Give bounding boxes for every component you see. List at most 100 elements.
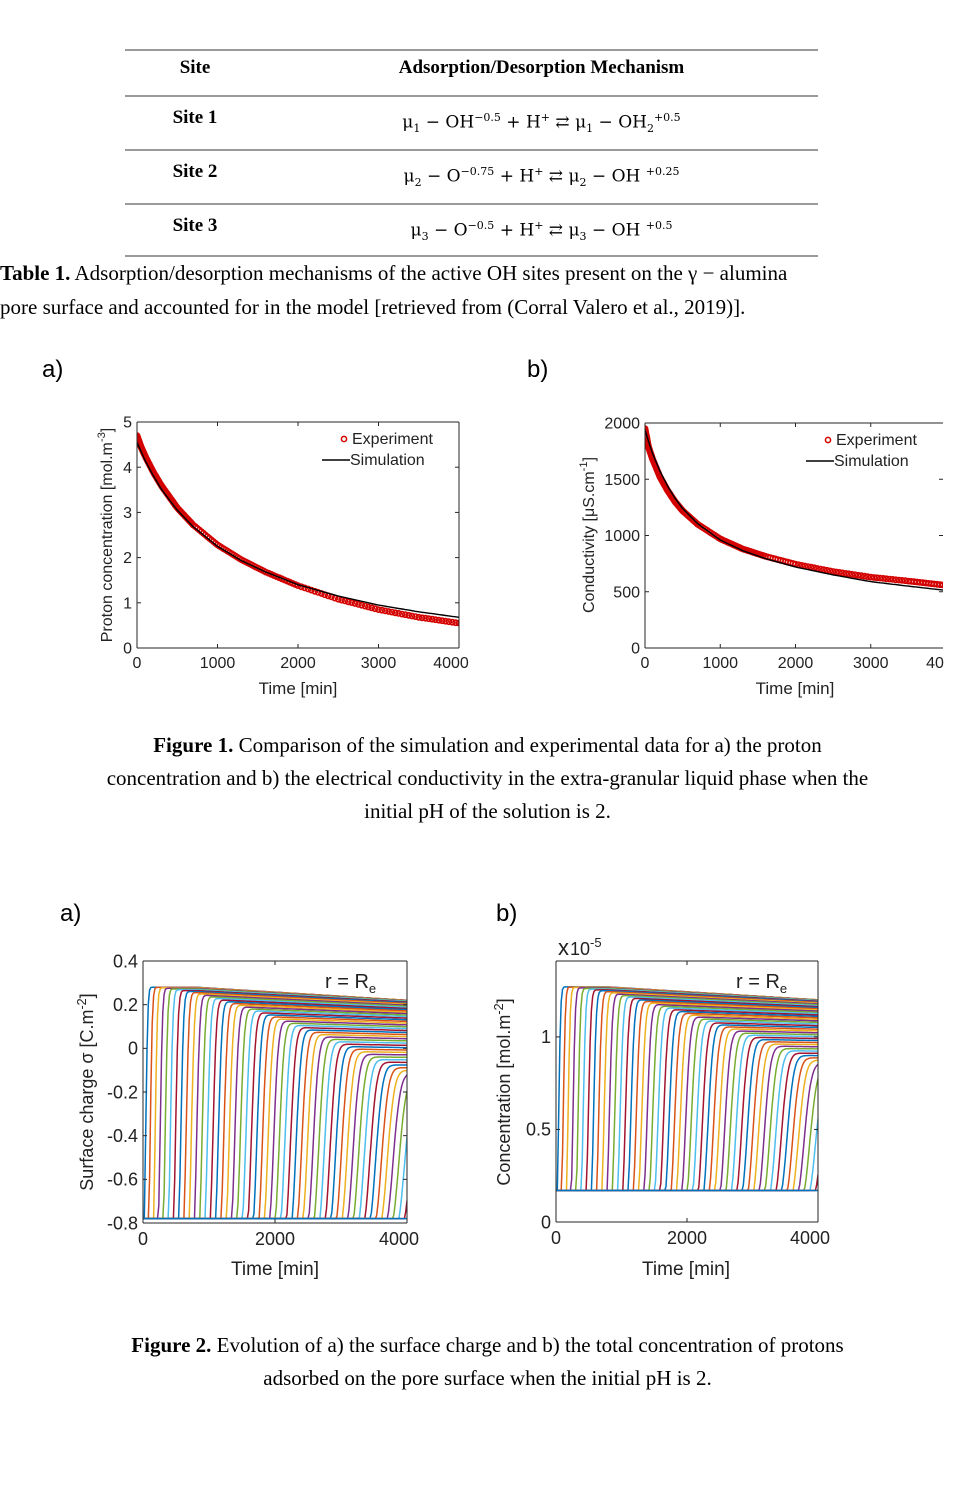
experiment-marker [646,446,653,453]
experiment-marker [164,491,172,499]
experiment-marker [388,608,396,616]
curve-line [143,1069,407,1220]
curve-line [143,989,407,1220]
experiment-marker [148,466,156,474]
experiment-marker [747,548,754,555]
experiment-marker [919,579,927,587]
experiment-marker [650,458,658,466]
experiment-marker [153,475,161,482]
experiment-marker [645,431,650,439]
experiment-marker [181,513,189,520]
experiment-marker [216,542,223,550]
plot-area [143,986,407,1220]
experiment-marker [754,550,762,558]
experiment-marker [137,442,145,450]
experiment-marker [823,566,831,574]
curve-line [556,1032,818,1192]
y-axis-label-sup: -3 [96,432,108,442]
experiment-marker [157,481,165,489]
experiment-marker [230,551,237,559]
x-tick-label: 4000 [433,655,469,672]
experiment-marker [265,569,272,577]
x-tick-label: 4000 [379,1229,419,1249]
experiment-marker [817,565,824,573]
experiment-marker [152,472,160,480]
curve-line [556,987,818,1192]
experiment-marker [442,617,449,625]
experiment-marker [173,504,181,512]
experiment-marker [905,577,912,585]
experiment-marker [826,567,834,575]
experiment-marker [647,451,655,459]
y-axis-label: Conductivity [μS.cm-1] [578,457,598,613]
experiment-marker [358,601,366,609]
experiment-marker [925,580,932,587]
experiment-marker [137,438,143,446]
experiment-marker [689,516,697,524]
experiment-marker [645,433,650,440]
y-tick-label: 1 [541,1027,551,1047]
experiment-marker [364,603,372,611]
experiment-marker [252,563,260,571]
curve-line [143,1014,407,1220]
experiment-marker [334,595,342,603]
experiment-marker [246,560,254,568]
experiment-marker [283,577,291,585]
plot-area [556,986,818,1192]
experiment-marker [218,544,225,551]
experiment-marker [418,614,426,622]
experiment-marker [153,473,160,481]
experiment-marker [651,461,659,469]
experiment-marker [645,442,652,450]
experiment-marker [149,468,157,476]
curve-line [143,1022,407,1220]
multiplier-exp: -5 [590,935,602,950]
curve-line [556,1014,818,1192]
experiment-marker [851,571,859,579]
curve-line [143,1043,407,1220]
experiment-marker [810,564,818,572]
experiment-marker [137,444,145,451]
experiment-marker [645,438,651,445]
y-tick-label: -0.2 [107,1082,138,1102]
curve-line [143,1036,407,1220]
experiment-marker [645,434,651,442]
experiment-marker [720,537,728,544]
curve-line [143,988,407,1220]
experiment-marker [922,579,930,587]
experiment-marker [199,529,207,537]
experiment-marker [328,593,335,601]
experiment-marker [145,460,153,468]
y-axis-label-text: Surface charge σ [C.m [77,1010,97,1191]
experiment-marker [657,474,665,482]
y-axis-label-text: Conductivity [μS.cm [581,471,598,613]
experiment-marker [275,574,283,582]
experiment-marker [656,472,663,479]
chart-fig1a: 0 1 2 3 4 5 0 1000 2000 3000 4000 Time [min] Proton … [96,415,469,698]
curve-line [143,996,407,1220]
experiment-marker [228,550,235,557]
plot-area [645,425,943,591]
experiment-marker [652,464,660,472]
experiment-marker [762,552,769,560]
experiment-marker [784,558,792,566]
experiment-marker [672,499,680,506]
experiment-marker [758,551,765,559]
experiment-marker [801,562,809,570]
curve-line [556,1034,818,1192]
experiment-marker [138,445,146,453]
experiment-marker [936,581,943,589]
curve-line [556,1002,818,1192]
experiment-marker [873,574,881,582]
experiment-marker [777,556,784,564]
y-axis-label-sup: -1 [578,461,590,471]
curve-line [143,1001,407,1220]
experiment-marker [148,465,156,473]
experiment-marker [331,594,339,602]
curve-line [556,1005,818,1192]
legend-label-simulation: Simulation [834,453,909,470]
experiment-marker [715,534,722,542]
experiment-marker [660,480,668,488]
experiment-marker [867,573,875,581]
curve-line [556,989,818,1192]
